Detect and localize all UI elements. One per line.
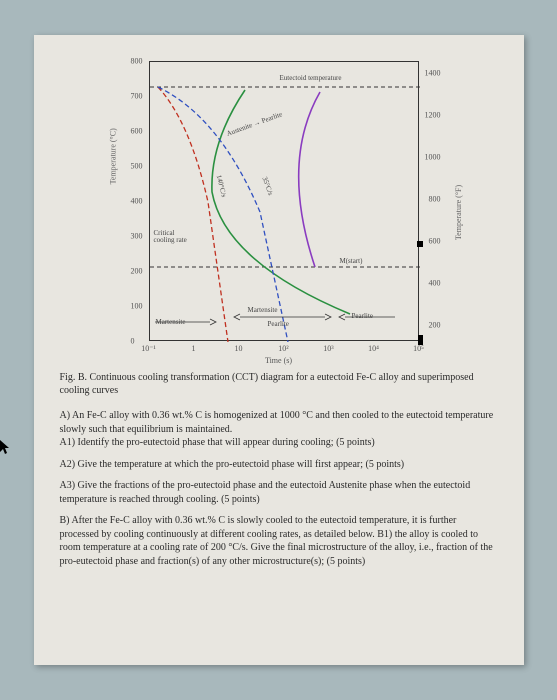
qa-intro-text: A) An Fe-C alloy with 0.36 wt.% C is hom…	[60, 410, 494, 435]
cct-diagram: 800 700 600 500 400 300 200 100 0 1400 1…	[99, 53, 459, 363]
ytick-l: 800	[131, 57, 143, 66]
question-b: B) After the Fe-C alloy with 0.36 wt.% C…	[60, 514, 498, 568]
y-axis-label-left: Temperature (°C)	[108, 128, 117, 184]
x-axis-label: Time (s)	[265, 356, 292, 365]
pearlite-center-label: Pearlite	[268, 320, 289, 328]
figure-caption: Fig. B. Continuous cooling transformatio…	[60, 371, 498, 397]
ytick-l: 600	[131, 127, 143, 136]
qa1-text: A1) Identify the pro-eutectoid phase tha…	[60, 437, 375, 448]
xtick: 10³	[323, 344, 333, 353]
xtick: 10	[235, 344, 243, 353]
ytick-r: 1400	[425, 69, 441, 78]
ytick-l: 0	[131, 337, 135, 346]
martensite-left-label: Martensite	[156, 318, 186, 326]
ytick-l: 200	[131, 267, 143, 276]
ytick-r: 600	[429, 237, 441, 246]
ytick-l: 700	[131, 92, 143, 101]
question-a2: A2) Give the temperature at which the pr…	[60, 458, 498, 472]
y-axis-label-right: Temperature (°F)	[454, 185, 463, 240]
xtick: 10⁻¹	[141, 344, 156, 353]
eutectoid-label: Eutectoid temperature	[280, 74, 342, 82]
ytick-r: 800	[429, 195, 441, 204]
mstart-label: M(start)	[340, 257, 363, 265]
ytick-l: 500	[131, 162, 143, 171]
ytick-r: 1000	[425, 153, 441, 162]
pearlite-right-label: Pearlite	[352, 312, 373, 320]
ytick-r: 200	[429, 321, 441, 330]
critical-cooling-label: Critical cooling rate	[154, 230, 190, 244]
cct-curves	[150, 62, 420, 342]
xtick: 1	[192, 344, 196, 353]
question-a-intro: A) An Fe-C alloy with 0.36 wt.% C is hom…	[60, 409, 498, 450]
ytick-l: 400	[131, 197, 143, 206]
highlight-dot	[418, 335, 423, 345]
highlight-dot	[417, 241, 423, 247]
ytick-r: 1200	[425, 111, 441, 120]
ytick-r: 400	[429, 279, 441, 288]
question-a3: A3) Give the fractions of the pro-eutect…	[60, 479, 498, 506]
ytick-l: 300	[131, 232, 143, 241]
document-page: 800 700 600 500 400 300 200 100 0 1400 1…	[34, 35, 524, 665]
mouse-cursor-icon	[0, 440, 12, 456]
plot-area: Eutectoid temperature Austenite → Pearli…	[149, 61, 419, 341]
martensite-center-label: Martensite	[248, 306, 278, 314]
ytick-l: 100	[131, 302, 143, 311]
xtick: 10²	[278, 344, 288, 353]
xtick: 10⁵	[413, 344, 424, 353]
xtick: 10⁴	[368, 344, 379, 353]
